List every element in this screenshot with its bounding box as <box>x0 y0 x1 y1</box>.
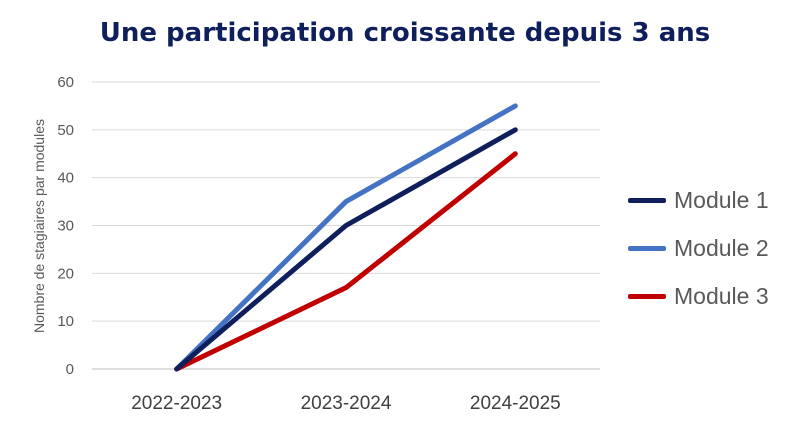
x-tick-label: 2024-2025 <box>470 393 561 414</box>
y-tick-label: 50 <box>57 122 74 139</box>
y-tick-label: 60 <box>57 74 74 91</box>
legend-swatch <box>628 245 666 251</box>
y-tick-label: 0 <box>66 361 74 378</box>
legend-item-module-2: Module 2 <box>628 224 808 272</box>
y-tick-label: 10 <box>57 313 74 330</box>
x-tick-label: 2023-2024 <box>301 393 392 414</box>
series-lines <box>174 103 518 372</box>
legend-label: Module 2 <box>674 234 769 261</box>
legend-item-module-3: Module 3 <box>628 272 808 320</box>
legend-label: Module 3 <box>674 282 769 309</box>
y-tick-label: 20 <box>57 265 74 282</box>
y-axis-ticks: 0 10 20 30 40 50 60 <box>57 74 74 378</box>
y-axis-title: Nombre de stagiaires par modules <box>31 119 47 333</box>
series-line-module-2 <box>174 103 518 372</box>
series-line-module-3 <box>174 151 518 372</box>
x-tick-label: 2022-2023 <box>131 393 222 414</box>
series-line-module-1 <box>174 127 518 372</box>
x-axis-ticks: 2022-2023 2023-2024 2024-2025 <box>131 393 561 414</box>
y-tick-label: 30 <box>57 218 74 235</box>
legend-item-module-1: Module 1 <box>628 176 808 224</box>
legend-label: Module 1 <box>674 186 769 213</box>
legend: Module 1 Module 2 Module 3 <box>628 176 808 320</box>
y-tick-label: 40 <box>57 170 74 187</box>
legend-swatch <box>628 293 666 299</box>
legend-swatch <box>628 197 666 203</box>
chart-title: Une participation croissante depuis 3 an… <box>99 18 711 48</box>
